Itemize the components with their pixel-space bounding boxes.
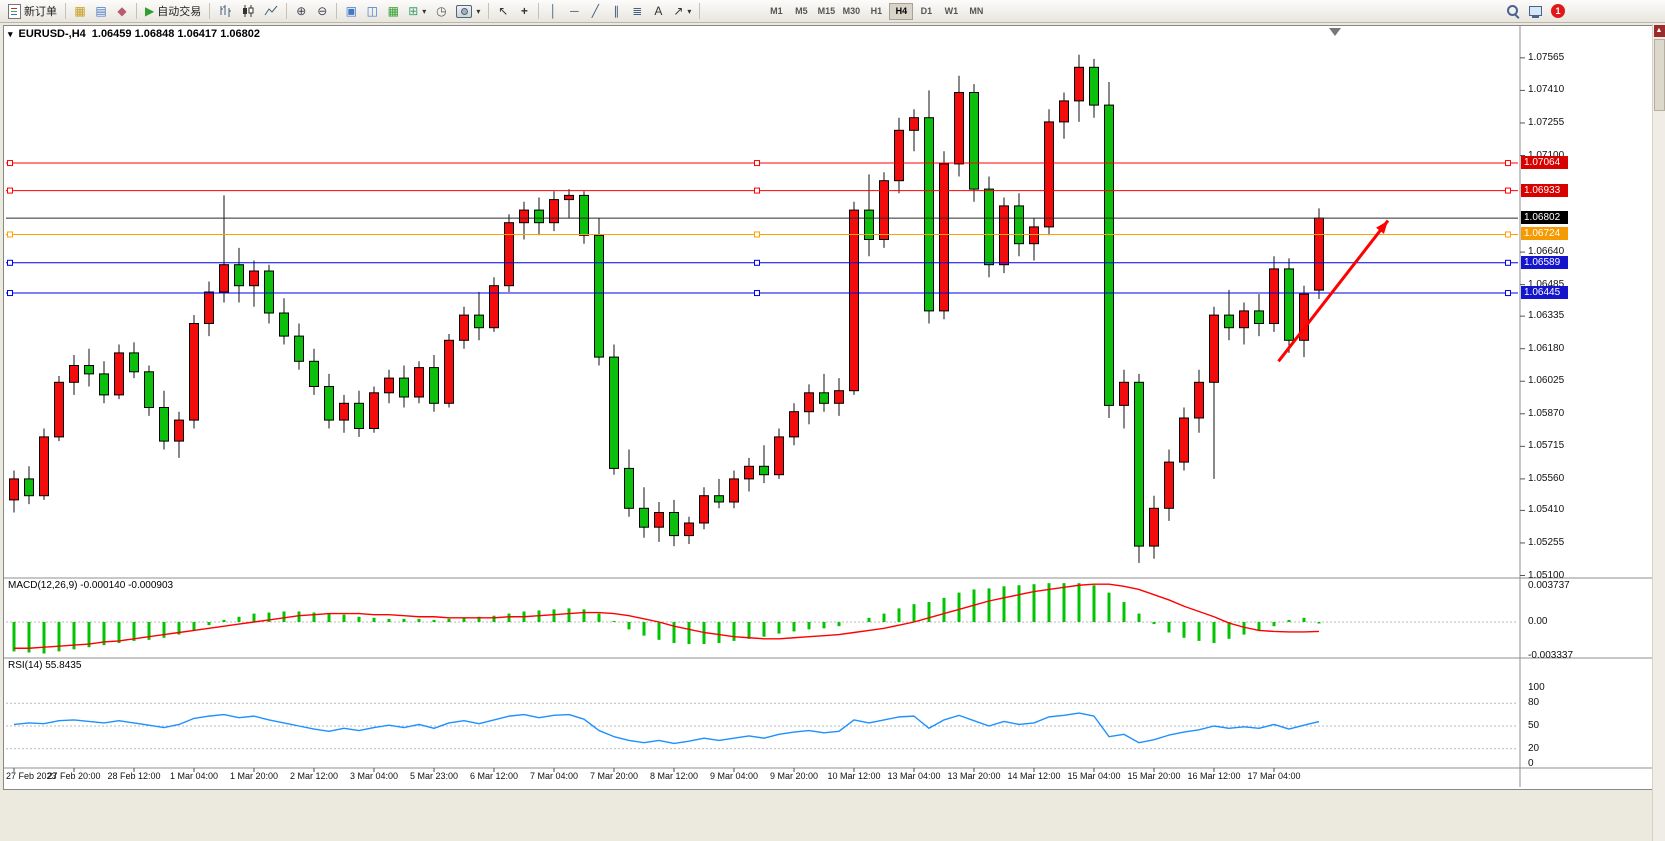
timeframe-button-h1[interactable]: H1 xyxy=(864,3,888,20)
indicators-button[interactable]: ▦ xyxy=(383,1,403,21)
toolbar-separator xyxy=(488,3,490,19)
cascade-windows-icon: ▣ xyxy=(345,4,357,18)
vertical-scrollbar[interactable]: ▲ xyxy=(1652,24,1665,841)
new-order-button[interactable]: 新订单 xyxy=(4,1,61,21)
chevron-down-icon: ▾ xyxy=(687,6,692,16)
new-chart-icon: ⊞ xyxy=(408,4,419,18)
toolbar-separator xyxy=(286,3,288,19)
crosshair-icon: + xyxy=(520,4,528,18)
chevron-down-icon: ▾ xyxy=(476,6,481,16)
timeframe-group: M1 M5 M15 M30 H1 H4 D1 W1 MN xyxy=(764,2,988,20)
toolbar-separator xyxy=(699,3,701,19)
macd-label: MACD(12,26,9) -0.000140 -0.000903 xyxy=(8,580,174,591)
timeframe-button-m15[interactable]: M15 xyxy=(814,3,838,20)
zoom-out-button[interactable]: ⊖ xyxy=(312,1,332,21)
line-chart-button[interactable] xyxy=(260,1,282,21)
text-tool-button[interactable]: A xyxy=(648,1,668,21)
vertical-line-icon: │ xyxy=(549,4,558,18)
search-icon[interactable] xyxy=(1506,4,1520,18)
data-window-icon: ▤ xyxy=(95,4,107,18)
horizontal-line-icon: ─ xyxy=(570,4,579,18)
window-menu-icon[interactable]: ▾ xyxy=(8,28,13,39)
template-icon xyxy=(456,4,473,18)
navigator-icon: ◆ xyxy=(117,4,127,18)
timeframe-button-m5[interactable]: M5 xyxy=(789,3,813,20)
timeframe-button-w1[interactable]: W1 xyxy=(939,3,963,20)
navigator-button[interactable]: ◆ xyxy=(112,1,132,21)
cursor-button[interactable]: ↖ xyxy=(493,1,513,21)
new-order-icon xyxy=(8,3,21,19)
notification-badge[interactable]: 1 xyxy=(1551,4,1565,18)
market-watch-button[interactable]: ▦ xyxy=(70,1,90,21)
cursor-icon: ↖ xyxy=(498,4,509,18)
new-chart-button[interactable]: ⊞ ▾ xyxy=(404,1,430,21)
scrollbar-thumb[interactable] xyxy=(1653,39,1665,111)
timeframe-button-mn[interactable]: MN xyxy=(964,3,988,20)
timeframe-button-d1[interactable]: D1 xyxy=(914,3,938,20)
zoom-in-button[interactable]: ⊕ xyxy=(291,1,311,21)
new-order-label: 新订单 xyxy=(24,6,57,18)
ohlc-label: 1.06459 1.06848 1.06417 1.06802 xyxy=(91,28,260,40)
monitor-icon[interactable] xyxy=(1528,5,1543,18)
scroll-up-button[interactable]: ▲ xyxy=(1653,25,1665,37)
toolbar-right-group: 1 xyxy=(1506,4,1565,18)
period-button[interactable]: ◷ xyxy=(431,1,451,21)
fibonacci-tool-button[interactable]: ≣ xyxy=(627,1,647,21)
autotrading-label: 自动交易 xyxy=(157,6,202,18)
arrow-tool-button[interactable]: ↗ ▾ xyxy=(669,1,695,21)
tile-windows-button[interactable]: ◫ xyxy=(362,1,382,21)
toolbar-separator xyxy=(65,3,66,19)
bar-chart-button[interactable] xyxy=(214,1,236,21)
clock-icon: ◷ xyxy=(436,4,447,18)
zoom-in-icon: ⊕ xyxy=(296,4,307,18)
trendline-icon: ╱ xyxy=(591,4,599,18)
vertical-line-tool-button[interactable]: │ xyxy=(543,1,563,21)
trendline-tool-button[interactable]: ╱ xyxy=(585,1,605,21)
text-icon: A xyxy=(654,4,663,18)
candlestick-chart-icon xyxy=(243,5,254,17)
timeframe-button-h4[interactable]: H4 xyxy=(889,2,914,20)
symbol-period-label: EURUSD-,H4 xyxy=(18,28,86,40)
cascade-windows-button[interactable]: ▣ xyxy=(341,1,361,21)
chart-window xyxy=(3,25,1655,790)
toolbar-separator xyxy=(336,3,338,19)
timeframe-button-m30[interactable]: M30 xyxy=(839,3,863,20)
fibonacci-icon: ≣ xyxy=(632,4,643,18)
zoom-out-icon: ⊖ xyxy=(317,4,328,18)
crosshair-button[interactable]: + xyxy=(514,1,534,21)
rsi-label: RSI(14) 55.8435 xyxy=(8,660,82,671)
horizontal-line-tool-button[interactable]: ─ xyxy=(564,1,584,21)
autotrading-icon: ▶ xyxy=(145,4,155,18)
timeframe-button-m1[interactable]: M1 xyxy=(764,3,788,20)
template-button[interactable]: ▾ xyxy=(452,1,484,21)
autotrading-button[interactable]: ▶ 自动交易 xyxy=(141,1,205,21)
toolbar-separator xyxy=(538,3,540,19)
market-watch-icon: ▦ xyxy=(74,4,86,18)
chevron-down-icon: ▾ xyxy=(422,6,427,16)
data-window-button[interactable]: ▤ xyxy=(91,1,111,21)
tile-windows-icon: ◫ xyxy=(366,4,378,18)
line-chart-icon xyxy=(264,5,278,16)
channel-tool-button[interactable]: ∥ xyxy=(606,1,626,21)
toolbar-separator xyxy=(136,3,137,19)
toolbar-separator xyxy=(209,3,211,19)
bar-chart-icon xyxy=(220,5,232,17)
channel-icon: ∥ xyxy=(613,4,620,18)
chart-title: ▾ EURUSD-,H4 1.06459 1.06848 1.06417 1.0… xyxy=(8,28,260,40)
candlestick-chart-button[interactable] xyxy=(237,1,259,21)
arrow-tool-icon: ↗ xyxy=(673,4,684,18)
indicators-icon: ▦ xyxy=(387,4,399,18)
main-toolbar: 新订单 ▦ ▤ ◆ ▶ 自动交易 ⊕ ⊖ ▣ ◫ ▦ ⊞ ▾ ◷ ▾ ↖ + │ … xyxy=(0,0,1665,23)
